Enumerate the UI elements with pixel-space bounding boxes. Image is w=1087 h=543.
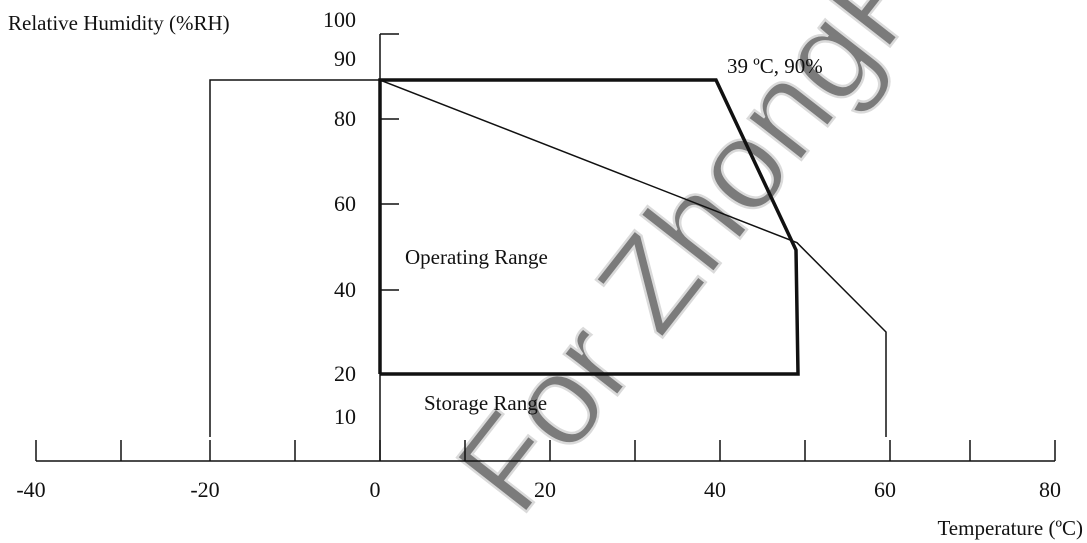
x-axis-minor-ticks xyxy=(120,440,971,461)
storage-range-outline xyxy=(209,79,887,437)
peak-point-annotation: 39 ºC, 90% xyxy=(727,54,823,78)
operating-range-outline xyxy=(378,78,800,376)
y-tick-label: 20 xyxy=(334,361,356,386)
x-tick-label: 80 xyxy=(1039,477,1061,502)
y-axis-title: Relative Humidity (%RH) xyxy=(8,11,230,35)
y-tick-label: 90 xyxy=(334,46,356,71)
storage-range-label: Storage Range xyxy=(424,391,547,415)
y-tick-label: 10 xyxy=(334,404,356,429)
y-tick-label: 80 xyxy=(334,106,356,131)
y-tick-label: 40 xyxy=(334,277,356,302)
y-axis-ticks: 10 20 40 60 80 90 100 xyxy=(323,7,399,429)
x-axis-title: Temperature (ºC) xyxy=(937,516,1083,540)
x-axis-ticks: -40 -20 0 20 40 60 80 xyxy=(16,440,1061,502)
x-tick-label: 60 xyxy=(874,477,896,502)
y-tick-label: 100 xyxy=(323,7,356,32)
x-tick-label: 0 xyxy=(370,477,381,502)
y-tick-label: 60 xyxy=(334,191,356,216)
x-tick-label: -20 xyxy=(190,477,219,502)
x-tick-label: 20 xyxy=(534,477,556,502)
x-tick-label: -40 xyxy=(16,477,45,502)
operating-range-label: Operating Range xyxy=(405,245,548,269)
x-tick-label: 40 xyxy=(704,477,726,502)
